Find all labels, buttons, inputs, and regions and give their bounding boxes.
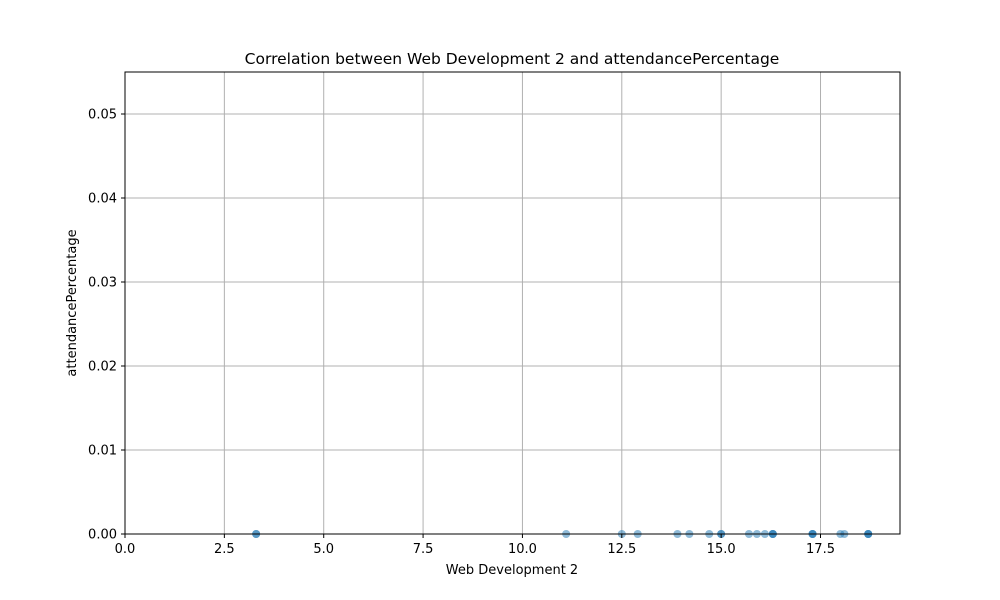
- y-axis-title: attendancePercentage: [65, 229, 80, 376]
- x-tick-label: 17.5: [806, 542, 835, 557]
- x-tick-label: 10.0: [508, 542, 537, 557]
- x-tick-label: 2.5: [214, 542, 235, 557]
- chart-title: Correlation between Web Development 2 an…: [245, 50, 780, 68]
- x-tick-label: 5.0: [313, 542, 334, 557]
- x-tick-label: 12.5: [607, 542, 636, 557]
- y-tick-label: 0.00: [88, 528, 117, 543]
- x-tick-label: 7.5: [413, 542, 434, 557]
- x-tick-label: 0.0: [115, 542, 136, 557]
- y-tick-label: 0.01: [88, 444, 117, 459]
- plot-area-frame: [124, 71, 901, 535]
- y-tick-label: 0.04: [88, 192, 117, 207]
- grid-lines: [124, 72, 900, 535]
- y-tick-label: 0.05: [88, 108, 117, 123]
- x-axis-title: Web Development 2: [446, 563, 578, 578]
- y-tick-label: 0.03: [88, 276, 117, 291]
- axis-ticks: 0.0 2.5 5.0 7.5 10.0 12.5 15.0 17.5 0.00 0.01 0.02…: [88, 108, 835, 558]
- x-tick-label: 15.0: [707, 542, 736, 557]
- y-tick-label: 0.02: [88, 360, 117, 375]
